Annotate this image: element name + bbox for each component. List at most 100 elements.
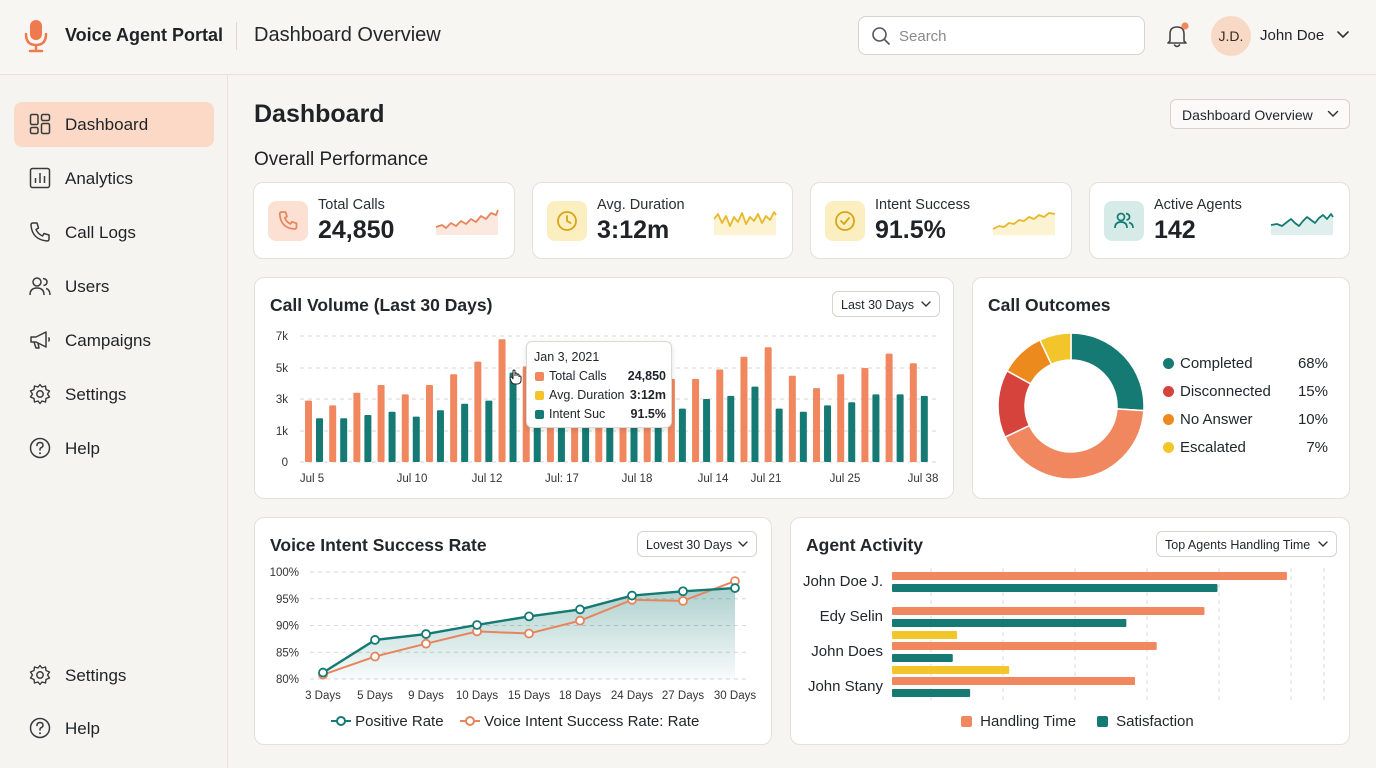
bar-intent-success	[436, 410, 444, 462]
sidebar-item-help-bottom[interactable]: Help	[14, 706, 214, 751]
chevron-down-icon	[738, 541, 748, 547]
sidebar-item-label: Dashboard	[65, 115, 149, 134]
agent-range-dropdown[interactable]: Top Agents Handling Time	[1156, 531, 1337, 557]
bar-total-calls	[885, 353, 893, 462]
sidebar-item-label: Help	[65, 439, 100, 458]
analytics-icon	[29, 167, 51, 189]
kpi-card-active-agents[interactable]: Active Agents 142	[1089, 182, 1350, 259]
user-name[interactable]: John Doe	[1260, 27, 1325, 44]
search-input[interactable]	[899, 25, 1129, 47]
bar-total-calls	[498, 339, 506, 462]
kpi-card-avg-duration[interactable]: Avg. Duration 3:12m	[532, 182, 793, 259]
sidebar-item-dashboard[interactable]: Dashboard	[14, 102, 214, 147]
agent-name: John Doe J.	[802, 573, 883, 590]
bar-intent-success	[775, 408, 783, 462]
sidebar-item-settings[interactable]: Settings	[14, 372, 214, 417]
header-divider	[236, 22, 237, 50]
top-bar: Voice Agent Portal Dashboard Overview J.…	[0, 0, 1376, 75]
bar-total-calls	[909, 363, 917, 462]
kpi-card-intent-success[interactable]: Intent Success 91.5%	[810, 182, 1072, 259]
bar-satisfaction	[892, 689, 971, 697]
dropdown-value: Top Agents Handling Time	[1165, 538, 1311, 552]
y-tick-label: 1k	[276, 426, 288, 438]
bar-total-calls	[837, 374, 845, 462]
y-tick-label: 3k	[276, 394, 288, 406]
kpi-icon-box	[547, 201, 587, 241]
y-tick-label: 90%	[276, 621, 299, 633]
bar-total-calls	[377, 385, 385, 462]
bar-total-calls	[401, 394, 409, 462]
bar-total-calls	[450, 374, 458, 462]
kpi-card-total-calls[interactable]: Total Calls 24,850	[253, 182, 515, 259]
notification-bell-icon[interactable]	[1165, 22, 1191, 50]
sidebar-item-settings-bottom[interactable]: Settings	[14, 653, 214, 698]
x-tick-label: 3 Days	[305, 690, 341, 702]
x-tick-label: Jul 10	[397, 473, 428, 485]
gear-icon	[29, 383, 51, 405]
dropdown-value: Lovest 30 Days	[646, 538, 733, 552]
y-tick-label: 95%	[276, 594, 299, 606]
x-tick-label: 30 Days	[714, 690, 756, 702]
bar-satisfaction	[892, 654, 953, 662]
clock-icon	[557, 211, 577, 231]
bar-intent-success	[848, 402, 856, 462]
avatar[interactable]: J.D.	[1211, 16, 1251, 56]
y-tick-label: 80%	[276, 674, 299, 686]
sparkline	[713, 211, 777, 235]
tooltip-date: Jan 3, 2021	[534, 350, 600, 364]
positive-rate-point	[678, 586, 688, 597]
help-icon	[29, 437, 51, 459]
legend-completed: Completed 68%	[1163, 354, 1328, 374]
y-tick-label: 7k	[276, 331, 288, 343]
search-box[interactable]	[858, 16, 1145, 55]
bar-intent-success	[920, 395, 928, 462]
bar-intent-success	[872, 394, 880, 462]
main-title: Dashboard	[254, 100, 385, 128]
bar-intent-success	[461, 403, 469, 462]
agent-activity-card: Agent Activity Top Agents Handling Time …	[790, 517, 1350, 745]
sidebar-item-help[interactable]: Help	[14, 426, 214, 471]
microphone-logo-icon	[24, 20, 48, 53]
sidebar-item-call-logs[interactable]: Call Logs	[14, 210, 214, 255]
phone-icon	[30, 222, 50, 242]
y-tick-label: 0	[282, 457, 288, 469]
sidebar-item-users[interactable]: Users	[14, 264, 214, 309]
bar-total-calls	[813, 388, 821, 462]
kpi-value: 91.5%	[875, 216, 946, 244]
bar-satisfaction	[892, 619, 1127, 627]
intent-rate-point	[524, 628, 534, 639]
bar-intent-success	[316, 418, 323, 462]
users-icon	[29, 277, 51, 296]
call-volume-title: Call Volume (Last 30 Days)	[270, 295, 493, 315]
bar-intent-success	[678, 408, 686, 462]
bar-intent-success	[340, 418, 348, 462]
bar-intent-success	[509, 372, 517, 462]
tooltip-row-total-calls: Total Calls 24,850	[534, 369, 666, 385]
sidebar-item-label: Help	[65, 719, 100, 738]
bar-handling-time	[892, 607, 1205, 615]
bar-satisfaction	[892, 584, 1218, 592]
bar-total-calls	[861, 368, 869, 462]
call-outcomes-donut	[997, 332, 1145, 480]
x-tick-label: 9 Days	[408, 690, 444, 702]
intent-rate-point	[678, 595, 688, 606]
phone-icon	[278, 211, 298, 230]
call-volume-range-dropdown[interactable]: Last 30 Days	[832, 291, 940, 317]
bar-intent-success	[727, 395, 735, 462]
sidebar-item-campaigns[interactable]: Campaigns	[14, 318, 214, 363]
x-tick-label: 15 Days	[508, 690, 550, 702]
users-icon	[1114, 212, 1134, 229]
bar-intent-success	[703, 399, 711, 462]
sidebar-item-analytics[interactable]: Analytics	[14, 156, 214, 201]
kpi-value: 3:12m	[597, 216, 670, 244]
dashboard-icon	[29, 113, 51, 135]
positive-rate-point	[370, 635, 380, 645]
sidebar-item-label: Campaigns	[65, 331, 151, 350]
x-tick-label: Jul 14	[698, 473, 729, 485]
sidebar-item-label: Call Logs	[65, 223, 136, 242]
chevron-down-icon[interactable]	[1336, 30, 1350, 40]
view-select[interactable]: Dashboard Overview	[1170, 99, 1350, 129]
intent-success-title: Voice Intent Success Rate	[270, 535, 487, 555]
intent-range-dropdown[interactable]: Lovest 30 Days	[637, 531, 757, 557]
legend-positive-rate: Positive Rate	[331, 713, 444, 730]
